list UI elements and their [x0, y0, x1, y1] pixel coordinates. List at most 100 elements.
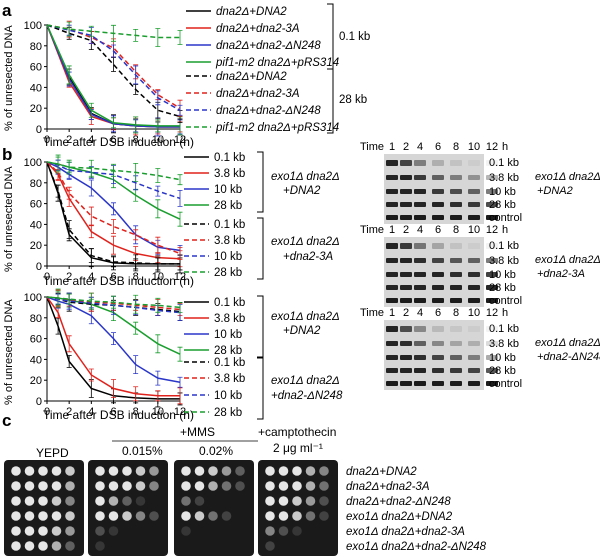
- gel-band: [414, 381, 426, 386]
- gel-time-tick: 6: [435, 224, 441, 236]
- gel-band: [400, 381, 412, 386]
- legend-a-solid-0: dna2Δ+DNA2: [216, 6, 287, 18]
- chart-b2-errorbar: [88, 368, 94, 382]
- gel-band: [450, 368, 462, 373]
- yeast-spot: [305, 511, 316, 521]
- gel-band: [450, 160, 462, 166]
- strain-2: dna2Δ+dna2-ΔN248: [346, 496, 451, 508]
- yeast-spot: [265, 541, 275, 551]
- gel-band: [432, 160, 444, 166]
- gel-strain-line1: exo1Δ dna2Δ: [535, 171, 600, 183]
- gel-band: [486, 189, 498, 194]
- legend-b2-2: 10 kb: [214, 329, 242, 341]
- legend-a-dashed-3: pif1-m2 dna2Δ+pRS314: [215, 122, 339, 134]
- legend-a-dashed-1: dna2Δ+dna2-3A: [216, 88, 300, 100]
- yeast-spot: [51, 481, 62, 491]
- chart-b2-series-0: [46, 296, 180, 400]
- chart-b2-ytick-label: 100: [24, 292, 42, 304]
- chart-a-errorbar: [133, 65, 139, 85]
- yeast-spot: [11, 511, 21, 521]
- chart-b2-series-6: [46, 296, 181, 314]
- yeast-spot: [95, 496, 105, 506]
- chart-b2-errorbar: [111, 295, 116, 309]
- chart-b1-series-4: [46, 161, 180, 265]
- legend-b1d-3: 28 kb: [214, 267, 242, 279]
- yeast-spot: [11, 541, 21, 551]
- chart-b2-errorbar: [155, 390, 161, 402]
- gel-band: [386, 160, 398, 166]
- chart-b1-series-1: [46, 161, 181, 260]
- group-b1-dashed-l1: exo1Δ dna2Δ: [271, 236, 340, 248]
- chart-b2-errorbar: [66, 335, 72, 353]
- gel-time-tick: 1: [389, 307, 395, 319]
- agar-plate: [174, 460, 254, 556]
- yeast-spot: [24, 526, 35, 536]
- chart-b1-xtick-label: 10: [152, 271, 164, 283]
- chart-b2-errorbar: [111, 332, 116, 345]
- panel-b-top-legend: 0.1 kb 3.8 kb 10 kb 28 kb exo1Δ dna2Δ +D…: [184, 151, 340, 280]
- yeast-spot: [221, 511, 232, 521]
- chart-a-ytick-label: 0: [36, 124, 42, 136]
- gel-band: [432, 202, 444, 207]
- gel-band: [450, 381, 462, 386]
- gel-band: [450, 202, 462, 207]
- legend-b2d-3: 28 kb: [214, 407, 242, 419]
- yeast-spot: [194, 511, 205, 521]
- yeast-spot: [292, 526, 302, 536]
- gel-time-unit: h: [502, 307, 508, 319]
- yeast-spot: [149, 466, 159, 476]
- yeast-spot: [221, 481, 232, 491]
- mms-conc-1: 0.015%: [122, 444, 163, 458]
- chart-b1-errorbar: [155, 185, 161, 197]
- yeast-spot: [208, 481, 218, 491]
- chart-b1-series-7: [46, 161, 181, 181]
- yeast-spot: [95, 541, 105, 551]
- gel-time-tick: 8: [453, 141, 459, 153]
- gel-lane-label: 0.1 kb: [489, 323, 519, 335]
- yeast-spot: [278, 466, 289, 476]
- gel-band: [432, 355, 444, 360]
- yeast-spot: [278, 496, 289, 506]
- gel-band: [486, 258, 498, 263]
- gel-band: [432, 298, 444, 303]
- legend-b2d-0: 0.1 kb: [214, 357, 245, 369]
- gel-band: [386, 341, 398, 346]
- yeast-spot: [24, 541, 35, 551]
- chart-b1-xtick-label: 12: [174, 271, 186, 283]
- gel-band: [432, 341, 444, 346]
- group-b2-solid-l2: +DNA2: [283, 325, 321, 337]
- gel-band: [450, 326, 462, 332]
- chart-b1-xtick-label: 8: [133, 271, 139, 283]
- chart-b1-ytick-label: 60: [30, 199, 42, 211]
- gel-band: [468, 202, 480, 207]
- strain-3: exo1Δ dna2Δ+DNA2: [346, 511, 453, 523]
- legend-b1-2: 10 kb: [214, 184, 242, 196]
- yeast-spot: [65, 466, 75, 476]
- chart-a-errorbar: [155, 28, 161, 47]
- yeast-spot: [11, 466, 21, 476]
- gel-band: [450, 258, 462, 263]
- agar-plate: [258, 460, 338, 556]
- yeast-spot: [194, 481, 205, 491]
- gel-time-tick: 1: [389, 224, 395, 236]
- gel-band: [400, 341, 412, 346]
- gel-band: [386, 175, 398, 180]
- gel-band: [486, 243, 498, 249]
- chart-b1-errorbar: [133, 254, 139, 272]
- gel-lane-label: control: [489, 378, 522, 390]
- panel-c-letter: c: [2, 411, 11, 430]
- chart-b2-ytick-label: 60: [30, 334, 42, 346]
- yepd-label: YEPD: [36, 446, 69, 460]
- chart-b1-errorbar: [55, 156, 61, 172]
- panel-c-strain-list: dna2Δ+DNA2 dna2Δ+dna2-3A dna2Δ+dna2-ΔN24…: [346, 466, 487, 553]
- yeast-spot: [292, 466, 302, 476]
- legend-b1d-2: 10 kb: [214, 251, 242, 263]
- gel-band: [432, 243, 444, 249]
- gel-band: [432, 381, 444, 386]
- yeast-spot: [65, 541, 75, 551]
- yeast-spot: [181, 526, 191, 536]
- chart-a-errorbar: [133, 116, 139, 134]
- gel-time-tick: 10: [468, 141, 480, 153]
- gel-time-unit: h: [502, 224, 508, 236]
